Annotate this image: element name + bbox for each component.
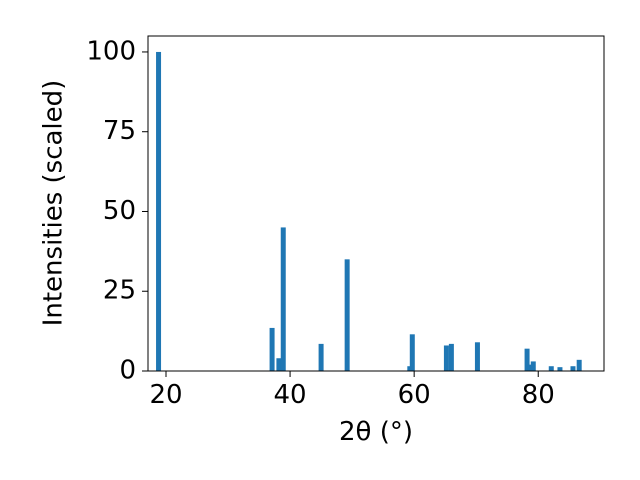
x-tick-label: 60 <box>398 380 431 410</box>
bar <box>269 327 275 371</box>
bar <box>557 367 563 371</box>
bar <box>276 358 282 371</box>
bar <box>318 343 324 371</box>
bar <box>530 361 536 371</box>
bar <box>448 343 454 371</box>
bar <box>409 334 415 371</box>
x-tick-label: 80 <box>522 380 555 410</box>
y-tick-label: 50 <box>103 196 136 226</box>
bar <box>280 227 286 371</box>
bar <box>474 342 480 371</box>
x-tick-label: 20 <box>149 380 182 410</box>
bar <box>570 366 576 371</box>
y-tick-label: 25 <box>103 276 136 306</box>
y-tick-label: 100 <box>86 36 136 66</box>
bar <box>344 259 350 371</box>
bar <box>443 345 449 371</box>
plot-frame <box>147 35 605 372</box>
bar <box>156 51 162 371</box>
bar <box>527 364 533 371</box>
bar <box>548 366 554 371</box>
y-axis-label: Intensities (scaled) <box>39 80 69 327</box>
bar <box>524 348 530 371</box>
y-tick-label: 75 <box>103 116 136 146</box>
y-tick-label: 0 <box>119 356 136 386</box>
x-tick-label: 40 <box>274 380 307 410</box>
bar <box>576 359 582 371</box>
x-axis-label: 2θ (°) <box>339 417 413 447</box>
